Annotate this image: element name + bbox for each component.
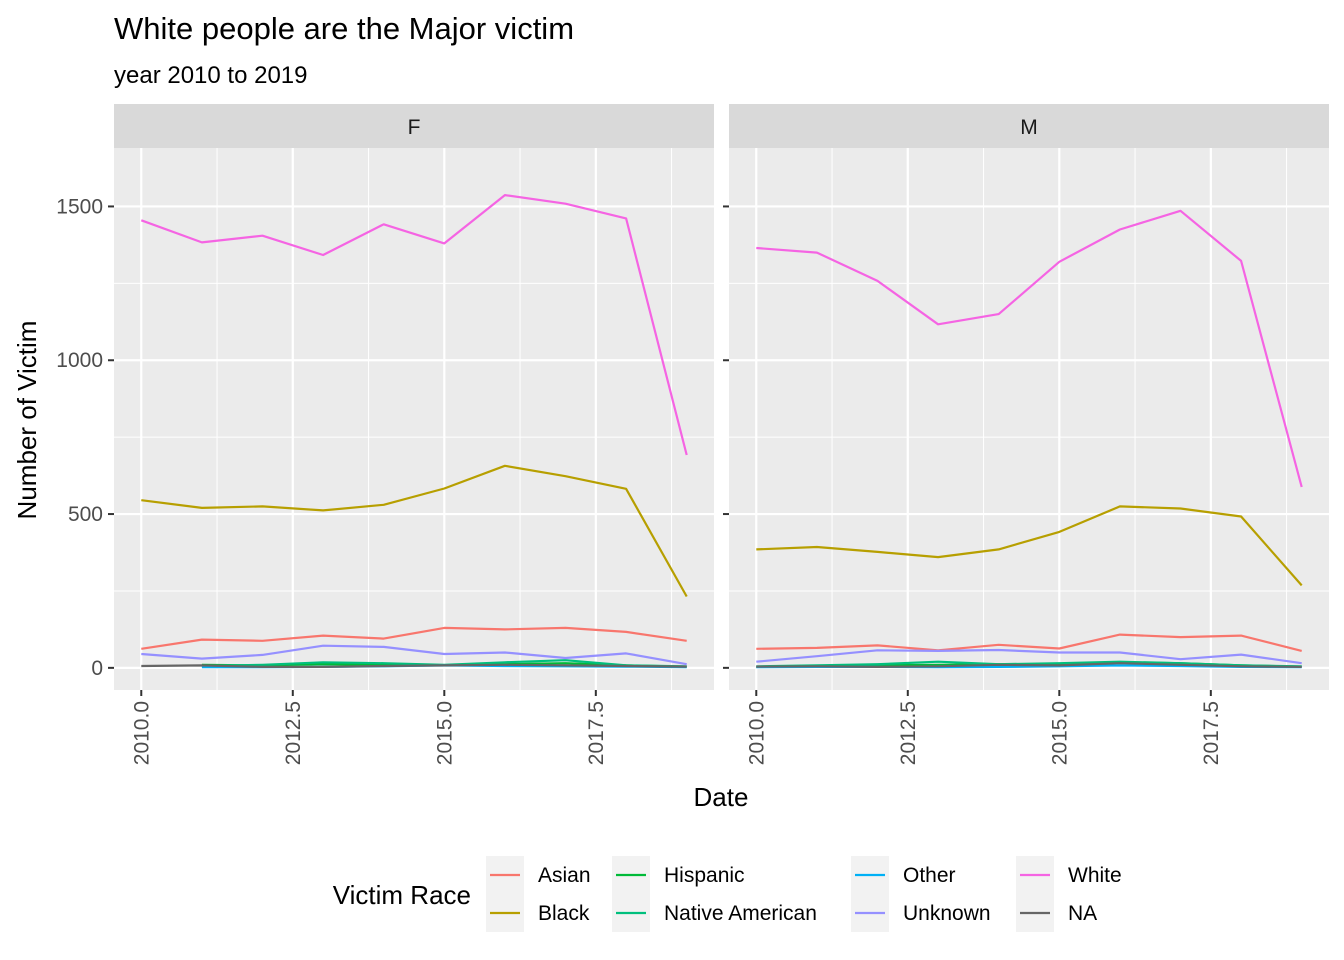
series-line-na-f	[141, 663, 687, 668]
x-tick-label: 2012.5	[897, 701, 920, 765]
chart-subtitle: year 2010 to 2019	[114, 62, 308, 89]
y-tick-label: 0	[91, 657, 103, 680]
chart-title: White people are the Major victim	[114, 11, 574, 46]
legend-label: NA	[1068, 902, 1097, 925]
series-line-asian-m	[756, 633, 1302, 652]
legend-label: Black	[538, 902, 590, 925]
legend-item-white: White	[1016, 856, 1122, 894]
series-line-unknown-f	[141, 644, 687, 666]
series-line-black-m	[756, 505, 1303, 587]
legend-item-asian: Asian	[486, 856, 591, 894]
legend-item-black: Black	[486, 894, 590, 932]
x-tick-label: 2017.5	[585, 701, 608, 765]
series-line-na-m	[756, 662, 1302, 668]
panel-background	[729, 148, 1329, 690]
legend-label: Other	[903, 864, 956, 887]
y-axis-title: Number of Victim	[12, 321, 42, 520]
legend: Victim Race Asian Black Hispanic Native Ame…	[333, 856, 1122, 932]
facet-panel-m: M 2010.0 2012.5 2015.0 2017.5	[723, 104, 1329, 765]
legend-label: Asian	[538, 864, 591, 887]
x-axis-title: Date	[694, 782, 749, 812]
series-line-black-f	[141, 464, 688, 598]
facet-panel-f: F 2010.0 2012.5 2015.0 2017.5 0 500 1000 1500	[56, 104, 714, 765]
x-tick-label: 2017.5	[1200, 701, 1223, 765]
series-line-native-american-m	[756, 660, 1302, 668]
x-tick-label: 2015.0	[433, 701, 456, 765]
legend-item-na: NA	[1016, 894, 1097, 932]
legend-label: Native American	[664, 902, 817, 925]
x-tick-label: 2012.5	[282, 701, 305, 765]
series-line-white-m	[756, 209, 1303, 488]
y-tick-label: 1000	[56, 349, 103, 372]
legend-item-other: Other	[851, 856, 956, 894]
x-tick-label: 2015.0	[1048, 701, 1071, 765]
facet-strip	[114, 104, 714, 148]
legend-item-hispanic: Hispanic	[612, 856, 745, 894]
legend-label: White	[1068, 864, 1122, 887]
series-line-unknown-m	[756, 648, 1302, 665]
facet-panels: F 2010.0 2012.5 2015.0 2017.5 0 500 1000 1500 M 20…	[56, 104, 1329, 765]
series-line-asian-f	[141, 626, 687, 650]
series-line-white-f	[140, 194, 688, 456]
legend-item-unknown: Unknown	[851, 894, 991, 932]
legend-item-native-american: Native American	[612, 894, 817, 932]
facet-strip-label: F	[408, 116, 421, 139]
facet-strip	[729, 104, 1329, 148]
x-tick-label: 2010.0	[130, 701, 153, 765]
y-tick-label: 500	[68, 503, 103, 526]
legend-label: Unknown	[903, 902, 991, 925]
y-tick-label: 1500	[56, 195, 103, 218]
x-tick-label: 2010.0	[745, 701, 768, 765]
facet-strip-label: M	[1020, 116, 1038, 139]
legend-title: Victim Race	[333, 880, 471, 910]
panel-background	[114, 148, 714, 690]
legend-label: Hispanic	[664, 864, 745, 887]
